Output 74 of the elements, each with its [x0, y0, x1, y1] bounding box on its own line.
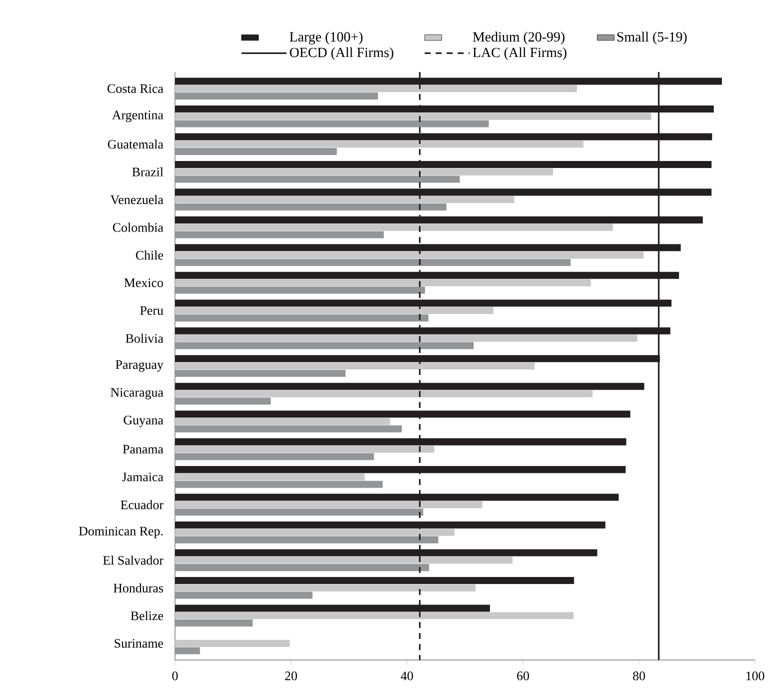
bar [175, 307, 494, 314]
bar [175, 85, 577, 92]
bar [175, 112, 652, 120]
y-tick-label: Colombia [112, 222, 164, 232]
bar [175, 592, 312, 599]
bar [175, 620, 253, 627]
bar [175, 418, 390, 425]
bar [175, 342, 474, 350]
y-tick-label: Dominican Rep. [78, 526, 163, 538]
y-tick-label: Mexico [124, 278, 163, 288]
legend-label: OECD (All Firms) [290, 47, 394, 60]
bar [175, 528, 455, 536]
y-tick-label: Guatemala [108, 140, 164, 149]
y-tick-label: Suriname [114, 639, 164, 648]
bar [175, 168, 554, 176]
bar [175, 314, 428, 322]
x-tick-label: 100 [746, 672, 764, 680]
bar [175, 224, 613, 231]
y-tick-label: Bolivia [126, 334, 164, 343]
y-tick-label: Panama [122, 444, 164, 454]
bar [175, 473, 365, 480]
bar [175, 286, 425, 294]
x-tick-label: 40 [400, 672, 413, 680]
y-tick-label: Chile [136, 250, 164, 260]
bar [175, 612, 574, 620]
bar [175, 334, 638, 342]
bar [175, 446, 434, 453]
legend-label: Medium (20-99) [472, 32, 564, 44]
bar [175, 370, 346, 377]
y-tick-label: El Salvador [103, 556, 164, 565]
y-tick-label: Venezuela [110, 195, 164, 204]
bar [175, 140, 584, 148]
bar [175, 120, 489, 128]
bar [175, 556, 513, 564]
bar [175, 176, 460, 183]
y-tick-label: Peru [140, 306, 164, 315]
bar [175, 501, 482, 508]
legend-label: Small (5-19) [617, 32, 687, 44]
bar [175, 564, 430, 572]
y-tick-label: Belize [130, 611, 164, 620]
bar [175, 398, 271, 405]
bar [175, 231, 384, 238]
bar [175, 480, 383, 488]
y-tick-label: Brazil [132, 167, 164, 176]
x-tick-label: 0 [172, 672, 178, 680]
x-tick-label: 80 [633, 672, 645, 680]
bar [175, 279, 591, 286]
x-tick-label: 60 [517, 672, 529, 680]
bar [175, 536, 438, 544]
bar [175, 196, 514, 204]
bar [175, 453, 374, 460]
y-tick-label: Costa Rica [108, 84, 164, 93]
bar [175, 508, 424, 516]
legend-label: Large (100+) [290, 32, 363, 44]
y-tick-label: Nicaragua [110, 388, 164, 400]
bar [175, 362, 535, 370]
x-tick-label: 20 [285, 672, 297, 680]
bar [175, 252, 644, 259]
y-tick-label: Paraguay [116, 360, 164, 372]
bar [175, 390, 593, 398]
y-tick-label: Guyana [124, 416, 164, 428]
y-tick-label: Jamaica [122, 472, 164, 482]
bar [175, 258, 571, 266]
bar [175, 584, 476, 592]
bar [175, 640, 290, 647]
y-tick-label: Ecuador [120, 500, 164, 510]
bar [175, 203, 446, 210]
bar [175, 148, 337, 156]
bar [175, 647, 200, 654]
bar [175, 425, 402, 432]
y-tick-label: Honduras [114, 583, 164, 592]
bar [175, 92, 378, 100]
legend-label: LAC (All Firms) [472, 47, 566, 60]
y-tick-label: Argentina [112, 110, 164, 122]
